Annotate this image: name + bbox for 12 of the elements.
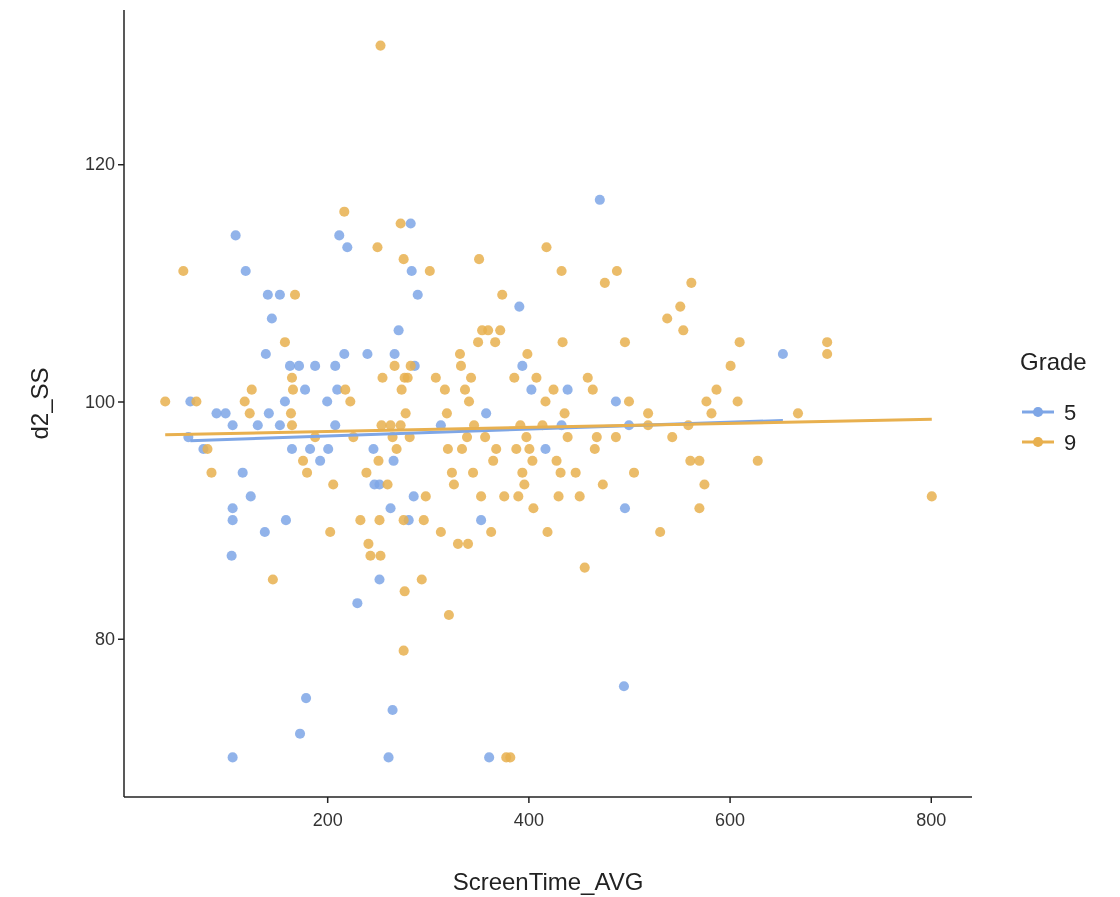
y-tick-label: 100 (84, 391, 115, 412)
y-tick-label: 80 (94, 629, 115, 650)
x-axis-title: ScreenTime_AVG (452, 868, 644, 895)
legend-label: 9 (1064, 430, 1077, 455)
x-tick-label: 200 (312, 809, 343, 830)
x-tick-label: 800 (916, 809, 947, 830)
legend-label: 5 (1064, 400, 1077, 425)
y-axis-title: d2_SS (26, 367, 53, 440)
y-tick-label: 120 (84, 154, 115, 175)
x-tick-label: 600 (715, 809, 746, 830)
x-tick-label: 400 (513, 809, 544, 830)
legend-title: Grade (1020, 348, 1087, 375)
